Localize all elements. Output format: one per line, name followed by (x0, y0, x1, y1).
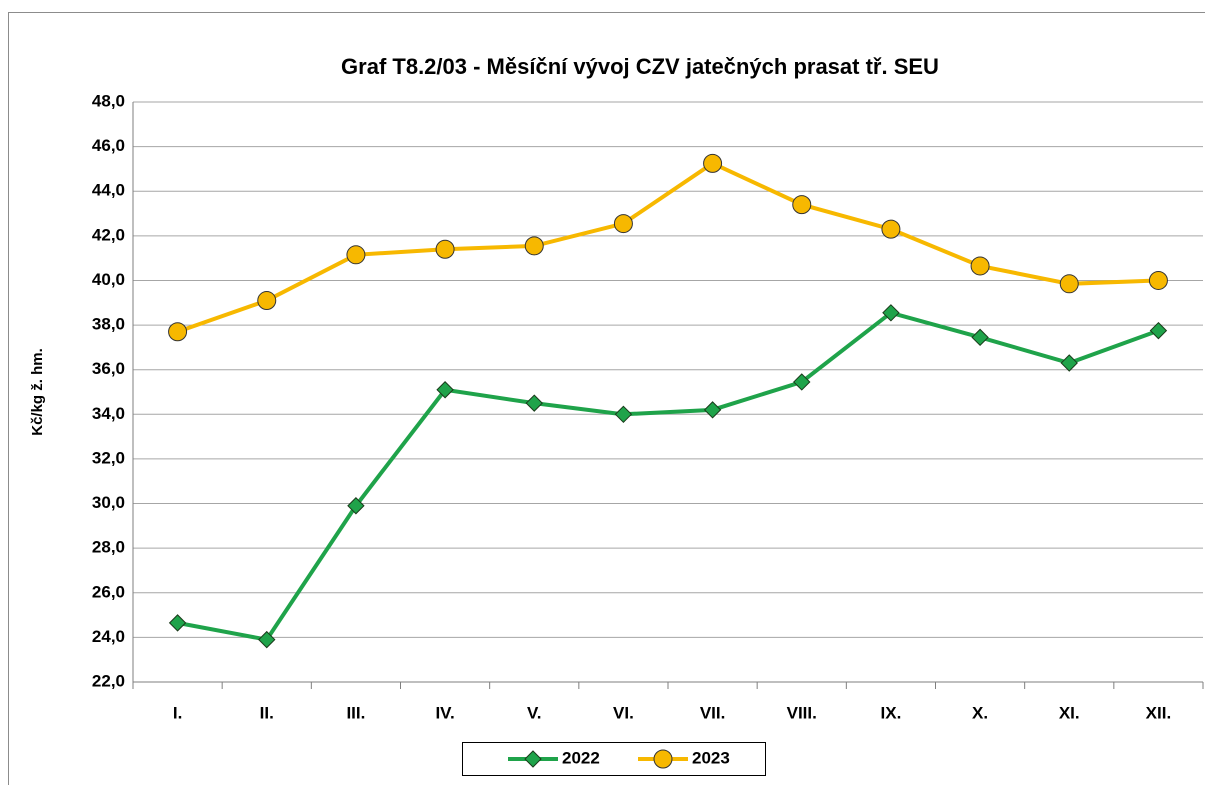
marker (614, 405, 633, 424)
chart-title: Graf T8.2/03 - Měsíční vývoj CZV jatečný… (341, 54, 939, 79)
marker (970, 256, 990, 276)
legend-label: 2022 (562, 748, 600, 767)
marker (1060, 354, 1078, 372)
y-tick-label: 30,0 (92, 493, 125, 512)
marker (703, 153, 723, 173)
x-tick-label: IX. (881, 703, 902, 722)
marker (257, 291, 277, 311)
x-tick-label: XI. (1059, 703, 1080, 722)
y-tick-label: 22,0 (92, 671, 125, 690)
x-tick-label: I. (173, 703, 182, 722)
y-tick-label: 48,0 (92, 91, 125, 110)
y-tick-label: 40,0 (92, 270, 125, 289)
y-tick-label: 46,0 (92, 136, 125, 155)
y-tick-label: 26,0 (92, 582, 125, 601)
marker (1149, 321, 1168, 340)
marker (347, 497, 365, 515)
marker (168, 614, 187, 632)
marker (971, 328, 989, 347)
x-tick-label: IV. (435, 703, 454, 722)
x-tick-label: V. (527, 703, 542, 722)
marker (524, 236, 544, 256)
x-tick-label: X. (972, 703, 988, 722)
marker (613, 214, 633, 234)
x-tick-label: XII. (1146, 703, 1172, 722)
series-line (177, 310, 1160, 642)
series-line (176, 161, 1159, 334)
marker (525, 394, 543, 412)
x-tick-label: III. (346, 703, 365, 722)
x-tick-label: VII. (700, 703, 726, 722)
marker (703, 401, 722, 419)
y-tick-label: 24,0 (92, 627, 125, 646)
marker (346, 245, 366, 265)
y-axis-label: Kč/kg ž. hm. (29, 348, 46, 436)
marker (793, 373, 811, 391)
marker (258, 630, 276, 649)
marker (168, 322, 188, 342)
y-tick-label: 44,0 (92, 181, 125, 200)
legend-marker (653, 749, 673, 769)
marker (881, 219, 901, 239)
legend-label: 2023 (692, 748, 730, 767)
y-tick-label: 34,0 (92, 404, 125, 423)
x-tick-label: VIII. (787, 703, 817, 722)
y-tick-label: 38,0 (92, 315, 125, 334)
x-tick-label: VI. (613, 703, 634, 722)
marker (792, 195, 812, 215)
y-tick-label: 28,0 (92, 538, 125, 557)
y-tick-label: 32,0 (92, 448, 125, 467)
marker (436, 381, 454, 399)
chart-border (8, 12, 1205, 785)
marker (1148, 270, 1168, 290)
marker (435, 239, 455, 259)
marker (882, 304, 900, 322)
legend-marker (524, 750, 542, 768)
x-tick-label: II. (260, 703, 274, 722)
y-tick-label: 42,0 (92, 225, 125, 244)
marker (1059, 274, 1079, 294)
y-tick-label: 36,0 (92, 359, 125, 378)
